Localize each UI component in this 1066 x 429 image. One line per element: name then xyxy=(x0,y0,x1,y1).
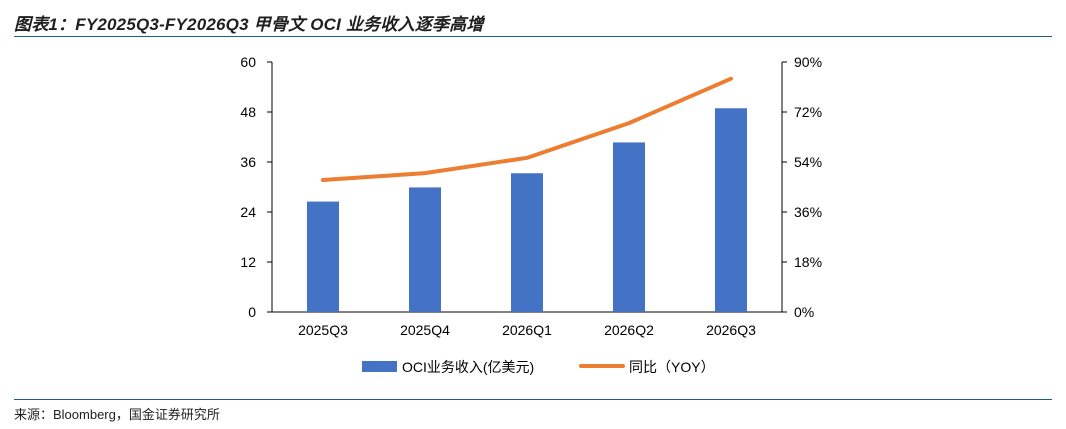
line-point xyxy=(730,78,732,80)
legend-label-bar: OCI业务收入(亿美元) xyxy=(402,359,534,375)
y-right-tick-label: 36% xyxy=(794,204,822,220)
bar xyxy=(715,108,747,312)
y-left-tick-label: 48 xyxy=(240,104,256,120)
source-rule xyxy=(14,399,1052,400)
bar xyxy=(409,187,441,312)
y-left-tick-label: 24 xyxy=(240,204,256,220)
y-left-tick-label: 60 xyxy=(240,54,256,70)
bar xyxy=(511,173,543,312)
line-point xyxy=(628,122,630,124)
line-point xyxy=(424,172,426,174)
legend-swatch-bar xyxy=(362,361,397,372)
bar xyxy=(307,201,339,312)
y-right-tick-label: 54% xyxy=(794,154,822,170)
bar-series xyxy=(307,108,747,312)
x-tick-label: 2025Q4 xyxy=(400,322,450,338)
legend-label-line: 同比（YOY） xyxy=(629,359,715,375)
line-series xyxy=(321,76,733,183)
line-point xyxy=(526,157,528,159)
x-tick-labels: 2025Q3 2025Q4 2026Q1 2026Q2 2026Q3 xyxy=(298,322,756,338)
x-tick-label: 2026Q2 xyxy=(604,322,654,338)
bar xyxy=(613,142,645,312)
y-left-tick-label: 36 xyxy=(240,154,256,170)
y-left-tick-label: 0 xyxy=(248,304,256,320)
x-tick-label: 2026Q1 xyxy=(502,322,552,338)
yoy-line xyxy=(321,76,733,183)
title-rule xyxy=(14,36,1052,37)
figure-title: 图表1：FY2025Q3-FY2026Q3 甲骨文 OCI 业务收入逐季高增 xyxy=(14,15,484,34)
line-point xyxy=(322,179,324,181)
y-left-tick-label: 12 xyxy=(240,254,256,270)
y-right-tick-label: 18% xyxy=(794,254,822,270)
y-right-tick-label: 90% xyxy=(794,54,822,70)
y-right-tick-label: 72% xyxy=(794,104,822,120)
x-tick-label: 2025Q3 xyxy=(298,322,348,338)
y-right-tick-label: 0% xyxy=(794,304,814,320)
x-tick-label: 2026Q3 xyxy=(706,322,756,338)
source-note: 来源：Bloomberg，国金证券研究所 xyxy=(14,407,220,422)
chart-legend: OCI业务收入(亿美元) 同比（YOY） xyxy=(362,359,715,375)
